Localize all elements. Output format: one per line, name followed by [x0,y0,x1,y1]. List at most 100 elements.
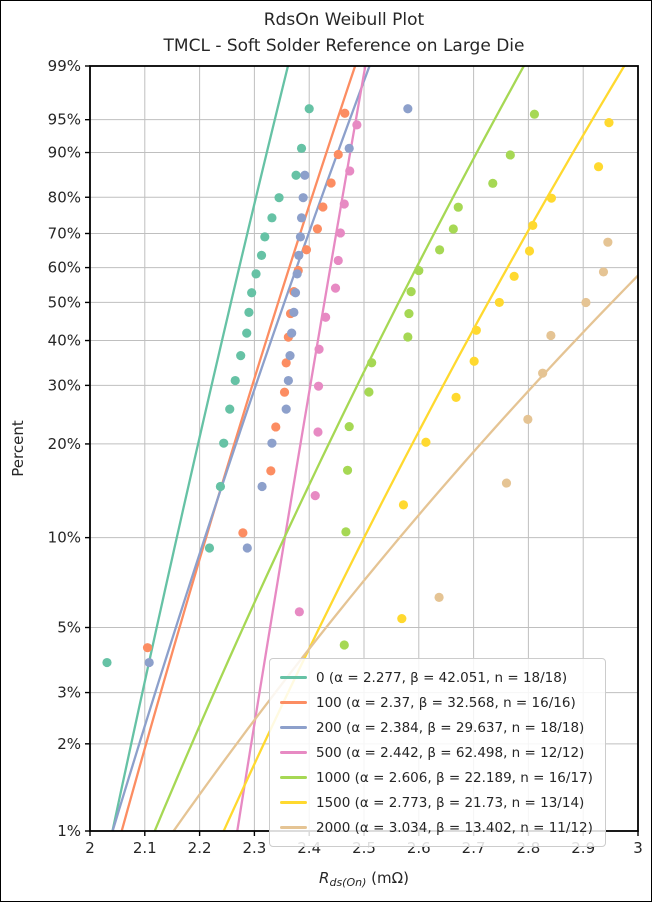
data-point-0 [225,404,235,414]
data-point-2000 [538,368,548,378]
data-point-1000 [339,640,349,650]
data-point-0 [219,438,229,448]
data-point-1000 [341,527,351,537]
data-point-2000 [523,414,533,424]
legend-swatch-1500 [280,801,307,804]
y-tick-label: 30% [48,376,81,394]
data-point-200 [242,543,252,553]
data-point-100 [312,224,323,234]
y-tick-label: 1% [57,822,81,840]
y-tick-label: 70% [48,224,81,242]
x-tick-label: 2.3 [242,839,266,857]
data-point-1500 [451,392,461,402]
data-point-1000 [344,421,354,432]
data-point-1000 [529,109,540,119]
legend-swatch-100 [280,701,307,704]
chart-title-line2: TMCL - Soft Solder Reference on Large Di… [163,36,525,56]
data-point-1000 [435,245,445,255]
data-point-1500 [604,118,614,128]
data-point-0 [215,481,226,492]
fit-line-1000 [153,66,526,831]
legend-swatch-2000 [280,826,307,829]
data-point-1000 [403,332,413,342]
data-point-200 [403,104,413,114]
data-point-500 [339,199,349,209]
data-point-500 [352,120,362,130]
data-point-500 [345,166,355,176]
data-point-0 [242,328,252,338]
data-point-100 [301,245,312,255]
x-axis-label: Rds(On) (mΩ) [319,869,409,889]
legend-item-1500: 1500 (α = 2.773, β = 21.73, n = 13/14) [280,790,593,815]
y-tick-label: 99% [48,57,81,75]
data-point-1500 [469,356,479,366]
data-point-0 [260,232,270,242]
legend-swatch-200 [280,726,307,729]
data-point-1500 [494,297,504,308]
data-point-1500 [398,500,409,510]
data-point-100 [279,387,290,397]
legend-label-0: 0 (α = 2.277, β = 42.051, n = 18/18) [316,669,568,686]
data-point-1000 [414,265,424,276]
legend-item-1000: 1000 (α = 2.606, β = 22.189, n = 16/17) [280,765,593,790]
data-point-0 [102,657,112,668]
y-axis-label: Percent [9,420,27,477]
data-point-2000 [603,237,613,247]
legend-label-500: 500 (α = 2.442, β = 62.498, n = 12/12) [316,744,585,761]
data-point-200 [267,438,277,448]
legend-label-1000: 1000 (α = 2.606, β = 22.189, n = 16/17) [316,769,593,786]
y-tick-label: 40% [48,332,81,350]
data-point-1500 [593,162,604,172]
data-point-0 [230,375,240,386]
data-point-500 [314,344,324,354]
data-point-200 [298,193,308,203]
y-tick-label: 95% [48,111,81,129]
data-point-200 [289,307,299,317]
data-point-500 [310,491,320,501]
legend-item-200: 200 (α = 2.384, β = 29.637, n = 18/18) [280,715,593,740]
data-point-100 [318,202,328,212]
data-point-0 [291,170,301,180]
legend-swatch-500 [280,751,307,754]
data-point-200 [295,232,306,242]
data-point-100 [271,422,281,432]
data-point-0 [244,307,254,317]
data-point-200 [300,170,310,180]
data-point-500 [330,283,341,293]
data-point-200 [144,657,154,668]
data-point-1000 [367,358,377,368]
data-point-0 [304,104,314,114]
data-point-100 [333,149,343,160]
data-point-100 [326,178,336,188]
y-tick-label: 80% [48,188,81,206]
data-point-0 [256,250,267,260]
y-tick-label: 20% [48,435,81,453]
data-point-200 [290,288,301,298]
chart-title: RdsOn Weibull Plot TMCL - Soft Solder Re… [61,7,627,59]
data-point-200 [283,375,293,386]
legend-swatch-1000 [280,776,307,779]
y-tick-label: 3% [57,684,81,702]
data-point-100 [142,643,153,653]
data-point-1500 [546,193,557,203]
data-point-1000 [488,178,498,188]
data-point-0 [247,288,257,298]
data-point-1000 [364,387,374,397]
legend-item-500: 500 (α = 2.442, β = 62.498, n = 12/12) [280,740,593,765]
data-point-200 [296,213,307,223]
data-point-100 [238,528,248,538]
data-point-1000 [404,308,414,319]
data-point-500 [321,312,331,322]
legend-label-1500: 1500 (α = 2.773, β = 21.73, n = 13/14) [316,794,585,811]
legend-box: 0 (α = 2.277, β = 42.051, n = 18/18) 100 … [269,658,606,847]
data-point-1000 [505,150,515,160]
data-point-500 [313,427,323,437]
data-point-1000 [448,224,458,234]
data-point-0 [296,143,307,153]
data-point-1500 [471,325,481,335]
fit-line-0 [111,66,290,831]
data-point-0 [251,269,261,279]
data-point-100 [340,108,350,118]
data-point-0 [204,543,215,553]
